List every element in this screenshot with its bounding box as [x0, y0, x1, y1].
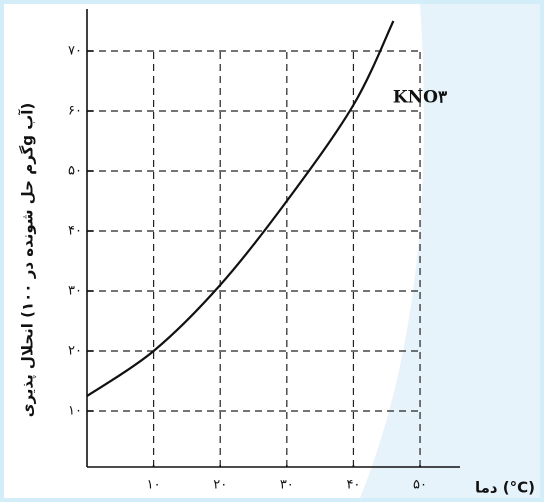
- x-tick-label: ۴۰: [346, 478, 360, 493]
- annotation: KNO۳: [393, 88, 447, 108]
- y-tick-label: ۶۰: [68, 104, 82, 119]
- y-tick-label: ۴۰: [68, 224, 82, 239]
- decor: [360, 4, 540, 498]
- y-tick-label: ۲۰: [68, 344, 82, 359]
- data-line: [86, 20, 395, 397]
- x-axis-label: دما (°C): [475, 479, 535, 497]
- x-tick-label: ۱۰: [147, 478, 161, 493]
- x-tick-label: ۵۰: [413, 478, 427, 493]
- x-tick-label: ۳۰: [280, 478, 294, 493]
- x-tick-label: ۲۰: [213, 478, 227, 493]
- y-axis-label: انحلال پذیری (گرم حل شونده در ۱۰۰g آب): [19, 103, 38, 418]
- y-tick-label: ۱۰: [68, 404, 82, 419]
- y-tick-label: ۷۰: [68, 44, 82, 59]
- y-tick-label: ۵۰: [68, 164, 82, 179]
- y-tick-label: ۳۰: [68, 284, 82, 299]
